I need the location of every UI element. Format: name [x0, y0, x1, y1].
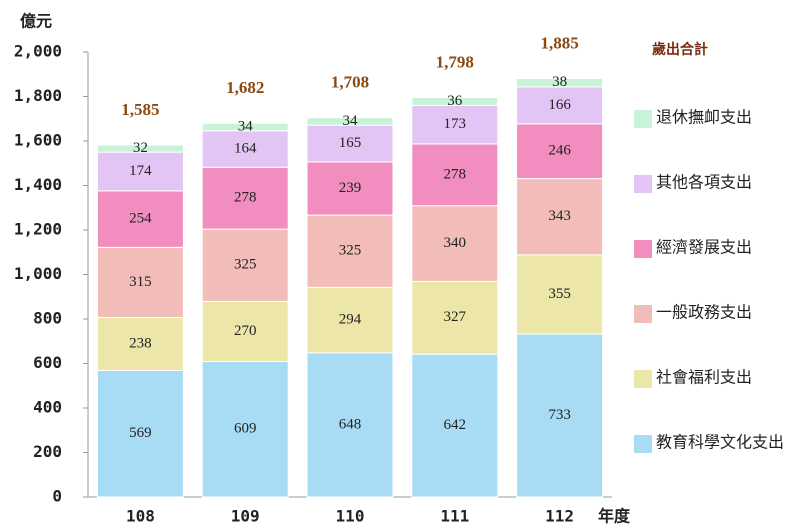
legend-swatch — [634, 240, 652, 258]
x-tick-label: 108 — [126, 507, 155, 526]
total-label: 1,585 — [121, 100, 159, 119]
legend-label: 社會福利支出 — [656, 369, 752, 387]
bar-segment — [201, 166, 289, 230]
legend-label: 教育科學文化支出 — [656, 434, 784, 452]
bar-segment — [516, 86, 604, 125]
total-label: 1,708 — [331, 73, 369, 92]
x-axis-label: 年度 — [598, 507, 631, 526]
data-label: 327 — [444, 309, 467, 325]
y-tick-label: 800 — [33, 309, 62, 328]
total-label: 1,798 — [436, 52, 474, 71]
bar-segment — [96, 190, 184, 248]
bar-segment — [306, 161, 394, 216]
data-label: 733 — [548, 407, 571, 423]
legend-swatch — [634, 305, 652, 323]
bar-segment — [201, 228, 289, 302]
bar-segment — [96, 151, 184, 192]
bar-segment — [306, 117, 394, 126]
y-tick-label: 1,400 — [14, 175, 62, 194]
bar-segment — [201, 360, 289, 498]
data-label: 294 — [339, 312, 362, 328]
y-tick-label: 400 — [33, 398, 62, 417]
data-label: 278 — [234, 190, 257, 206]
data-label: 254 — [129, 211, 152, 227]
bar-segment — [516, 333, 604, 498]
legend-swatch — [634, 370, 652, 388]
data-label: 32 — [133, 140, 148, 156]
bar-segment — [306, 124, 394, 163]
data-label: 239 — [339, 180, 362, 196]
bar-segment — [96, 144, 184, 153]
bar-segment — [411, 280, 499, 355]
bar-segment — [411, 353, 499, 498]
legend-swatch — [634, 435, 652, 453]
data-label: 173 — [444, 116, 467, 132]
data-label: 325 — [339, 243, 362, 259]
bar-segment — [411, 96, 499, 106]
legend-swatch — [634, 175, 652, 193]
x-tick-label: 112 — [545, 507, 574, 526]
legend-label: 經濟發展支出 — [656, 239, 752, 257]
data-label: 278 — [444, 166, 467, 182]
bar-segment — [201, 122, 289, 132]
legend-label: 一般政務支出 — [656, 304, 752, 322]
y-tick-label: 1,800 — [14, 86, 62, 105]
data-label: 648 — [339, 416, 362, 432]
bar-segment — [516, 77, 604, 88]
data-label: 270 — [234, 323, 257, 339]
bar-segment — [411, 104, 499, 145]
bar-segment — [306, 352, 394, 498]
data-label: 315 — [129, 274, 152, 290]
legend-title: 歲出合計 — [652, 41, 708, 58]
data-label: 36 — [447, 93, 463, 109]
data-label: 642 — [444, 417, 467, 433]
data-label: 246 — [548, 143, 571, 159]
total-label: 1,682 — [226, 78, 264, 97]
bar-segment — [201, 300, 289, 362]
x-tick-label: 110 — [336, 507, 365, 526]
data-label: 343 — [548, 208, 571, 224]
bar-segment — [516, 178, 604, 256]
bar-segment — [96, 246, 184, 318]
data-label: 38 — [552, 74, 567, 90]
bar-segment — [306, 214, 394, 288]
y-axis-label: 億元 — [20, 12, 52, 31]
data-label: 569 — [129, 425, 152, 441]
data-label: 166 — [548, 97, 571, 113]
y-tick-label: 1,000 — [14, 264, 62, 283]
bar-segment — [516, 254, 604, 335]
data-label: 174 — [129, 163, 152, 179]
bar-segment — [306, 286, 394, 354]
legend-swatch — [634, 110, 652, 128]
bar-segment — [411, 205, 499, 282]
legend-label: 其他各項支出 — [656, 174, 752, 192]
legend-label: 退休撫卹支出 — [656, 109, 752, 127]
data-label: 238 — [129, 335, 152, 351]
bar-segment — [96, 316, 184, 371]
data-label: 34 — [343, 113, 359, 129]
data-label: 165 — [339, 135, 362, 151]
data-label: 340 — [444, 235, 467, 251]
y-tick-label: 2,000 — [14, 42, 62, 61]
data-label: 325 — [234, 257, 257, 273]
y-tick-label: 600 — [33, 353, 62, 372]
data-label: 164 — [234, 140, 257, 156]
data-label: 355 — [548, 286, 571, 302]
bar-segment — [96, 369, 184, 498]
y-tick-label: 1,200 — [14, 220, 62, 239]
y-tick-label: 200 — [33, 442, 62, 461]
x-tick-label: 111 — [440, 507, 469, 526]
data-label: 34 — [238, 118, 254, 134]
bar-segment — [411, 143, 499, 207]
y-tick-label: 0 — [52, 487, 62, 506]
y-tick-label: 1,600 — [14, 131, 62, 150]
data-label: 609 — [234, 421, 257, 437]
total-label: 1,885 — [540, 33, 578, 52]
x-tick-label: 109 — [231, 507, 260, 526]
